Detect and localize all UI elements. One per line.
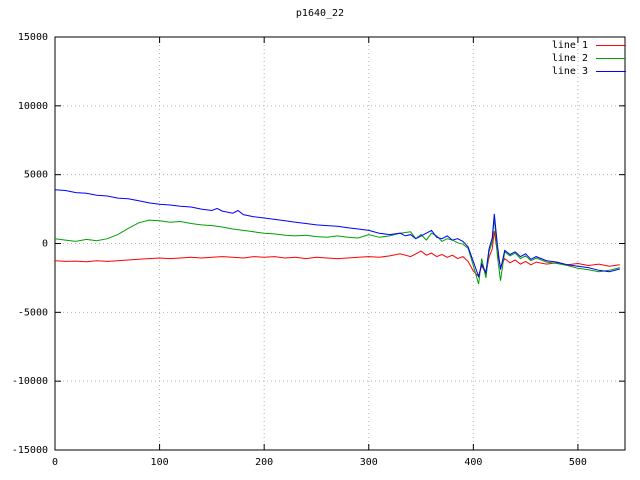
legend-label-line-1: line 1	[551, 40, 588, 51]
chart-title: p1640_22	[295, 8, 345, 19]
y-tick-label: 10000	[18, 101, 48, 112]
y-tick-label: -15000	[12, 445, 48, 456]
x-tick-label: 500	[569, 457, 587, 468]
x-tick-label: 300	[360, 457, 378, 468]
legend-line-sample-green	[596, 58, 626, 59]
y-tick-label: -10000	[12, 376, 48, 387]
legend-entry-line-3: line 3	[552, 66, 626, 77]
legend-label-line-2: line 2	[551, 53, 588, 64]
y-tick-label: 5000	[24, 170, 48, 181]
legend-line-sample-red	[596, 45, 626, 46]
x-tick-label: 200	[255, 457, 273, 468]
y-tick-label: 0	[42, 239, 48, 250]
x-tick-label: 100	[151, 457, 169, 468]
legend-entry-line-1: line 1	[552, 40, 626, 51]
y-tick-label: -5000	[18, 307, 48, 318]
plot-border	[54, 36, 626, 451]
legend-line-sample-blue	[596, 71, 626, 72]
x-tick-label: 400	[464, 457, 482, 468]
x-tick-label: 0	[52, 457, 58, 468]
series-line-1	[54, 231, 620, 278]
series-line-2	[54, 217, 620, 285]
y-tick-label: 15000	[18, 32, 48, 43]
legend: line 1 line 2 line 3	[552, 40, 626, 77]
legend-entry-line-2: line 2	[552, 53, 626, 64]
legend-label-line-3: line 3	[551, 66, 588, 77]
series-line-3	[54, 189, 620, 279]
